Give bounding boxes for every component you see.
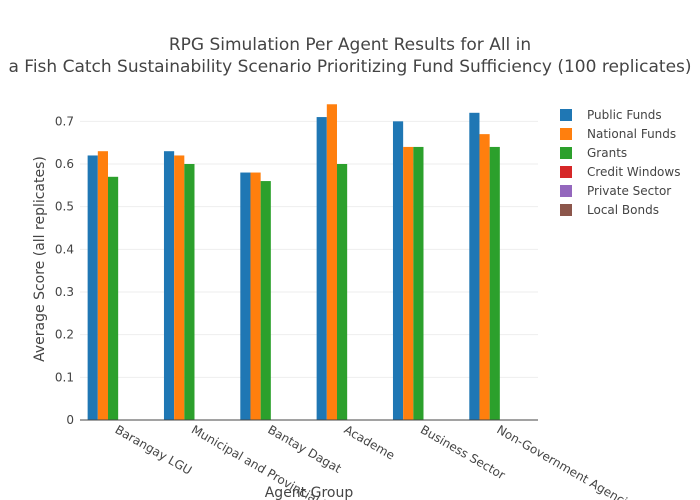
y-tick-label: 0.3 xyxy=(55,285,74,299)
legend-label: Public Funds xyxy=(587,108,662,122)
bar[interactable] xyxy=(260,181,271,420)
chart-title: RPG Simulation Per Agent Results for All… xyxy=(8,35,691,77)
legend-item[interactable]: Private Sector xyxy=(560,184,671,198)
x-axis-label: Agent Group xyxy=(265,485,354,500)
y-tick-label: 0.2 xyxy=(55,328,74,342)
bar[interactable] xyxy=(403,146,414,420)
bar[interactable] xyxy=(469,112,480,421)
legend-label: National Funds xyxy=(587,127,676,141)
bar[interactable] xyxy=(489,146,500,420)
legend-swatch xyxy=(560,147,572,159)
bar[interactable] xyxy=(184,164,195,420)
y-axis-ticks: 0 0.1 0.2 0.3 0.4 0.5 0.6 0.7 xyxy=(55,114,74,427)
y-tick-label: 0.1 xyxy=(55,370,74,384)
chart-title-line-2: a Fish Catch Sustainability Scenario Pri… xyxy=(8,57,691,77)
bar[interactable] xyxy=(326,104,337,421)
legend-item[interactable]: Grants xyxy=(560,146,627,160)
y-tick-label: 0.7 xyxy=(55,114,74,128)
legend-label: Credit Windows xyxy=(587,165,680,179)
legend-label: Private Sector xyxy=(587,184,671,198)
bar[interactable] xyxy=(413,146,424,420)
x-tick-label: Business Sector xyxy=(418,422,508,482)
gridlines xyxy=(80,120,538,378)
legend-item[interactable]: Credit Windows xyxy=(560,165,680,179)
bar[interactable] xyxy=(316,117,327,421)
legend-swatch xyxy=(560,166,572,178)
bar[interactable] xyxy=(240,172,251,420)
bar[interactable] xyxy=(392,121,404,420)
y-tick-label: 0.6 xyxy=(55,157,74,171)
legend-item[interactable]: National Funds xyxy=(560,127,676,141)
legend-label: Local Bonds xyxy=(587,203,659,217)
legend-swatch xyxy=(560,185,572,197)
y-axis-label: Average Score (all replicates) xyxy=(32,156,48,362)
bar[interactable] xyxy=(479,134,490,420)
y-tick-label: 0 xyxy=(66,413,74,427)
bar[interactable] xyxy=(107,176,119,420)
x-tick-label: Barangay LGU xyxy=(113,422,195,477)
legend[interactable]: Public Funds National Funds Grants Credit W… xyxy=(560,108,680,217)
chart-title-line-1: RPG Simulation Per Agent Results for All… xyxy=(169,35,531,55)
bar[interactable] xyxy=(336,164,348,420)
bar[interactable] xyxy=(163,151,175,420)
bar[interactable] xyxy=(250,172,261,420)
y-tick-label: 0.5 xyxy=(55,200,74,214)
y-tick-label: 0.4 xyxy=(55,242,74,256)
x-tick-label: Bantay Dagat xyxy=(265,422,344,475)
bar[interactable] xyxy=(174,155,185,420)
legend-swatch xyxy=(560,204,572,216)
bar[interactable] xyxy=(97,151,108,420)
legend-swatch xyxy=(560,109,572,121)
legend-item[interactable]: Local Bonds xyxy=(560,203,659,217)
x-tick-label: Academe xyxy=(342,422,398,462)
legend-swatch xyxy=(560,128,572,140)
x-tick-label: Non-Government Agencies xyxy=(494,422,641,500)
legend-item[interactable]: Public Funds xyxy=(560,108,662,122)
bars xyxy=(87,104,500,421)
bar[interactable] xyxy=(87,155,98,420)
legend-label: Grants xyxy=(587,146,627,160)
